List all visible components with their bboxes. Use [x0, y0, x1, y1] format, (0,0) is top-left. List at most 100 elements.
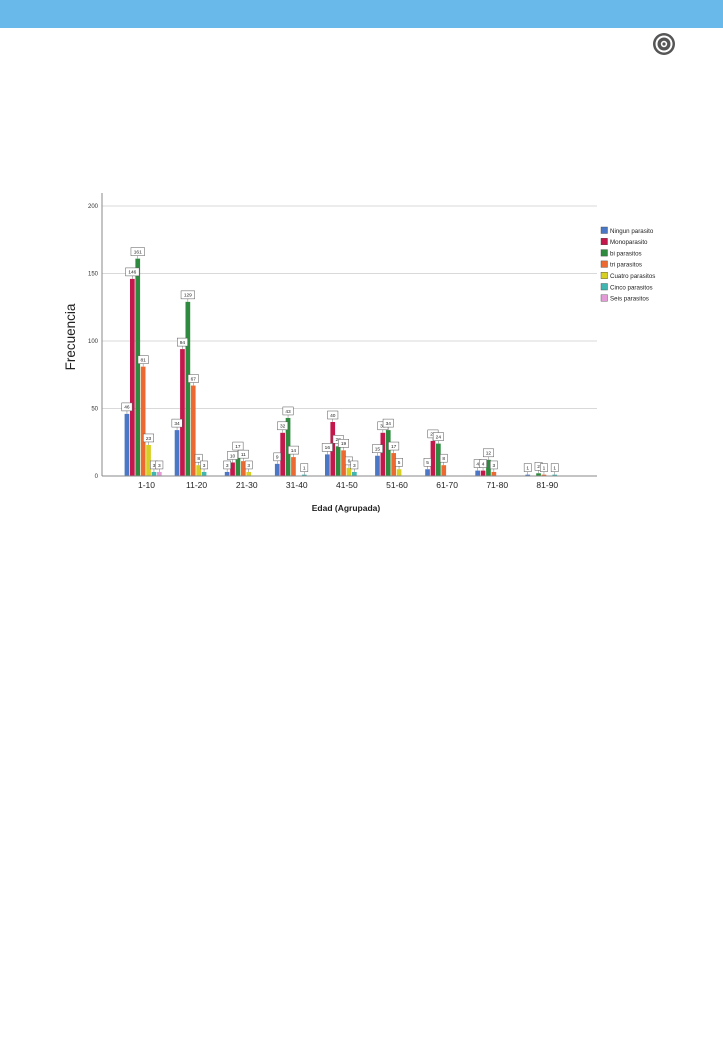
- bar: [552, 474, 558, 476]
- data-label: 43: [285, 409, 291, 415]
- data-label: 4: [482, 461, 485, 467]
- x-tick-label: 11-20: [186, 480, 207, 490]
- axes: 0 50 100 150 200 1-10 11-20 21-30 31-40 41-50 51-6…: [88, 193, 597, 490]
- bar: [157, 471, 162, 476]
- bar: [146, 444, 151, 476]
- bar: [291, 457, 296, 476]
- data-label-box: [382, 418, 394, 428]
- data-label: 14: [291, 448, 297, 454]
- legend-label: Cuatro parasitos: [610, 273, 655, 280]
- bar: [352, 471, 357, 476]
- bar: [486, 459, 491, 476]
- legend-swatch: [600, 294, 608, 302]
- data-label-box: [171, 418, 183, 428]
- data-label: 2: [537, 464, 540, 470]
- data-label-box: [350, 460, 359, 470]
- x-tick-label: 51-60: [386, 480, 408, 490]
- bar: [301, 474, 307, 476]
- y-tick-label: 100: [88, 339, 99, 345]
- data-label: 8: [197, 456, 200, 462]
- bar: [201, 471, 207, 476]
- top-banner: [0, 0, 723, 28]
- data-label: 34: [386, 421, 392, 427]
- data-label: 3: [353, 463, 356, 469]
- legend-label: Monoparasito: [610, 239, 648, 246]
- data-label-box: [237, 449, 249, 459]
- data-label: 161: [134, 249, 142, 255]
- data-label-box: [300, 463, 309, 472]
- journal-seal-icon: [653, 33, 675, 55]
- legend-swatch: [600, 272, 608, 279]
- data-label: 3: [153, 463, 156, 469]
- bar: [241, 461, 246, 476]
- data-label-box: [490, 460, 498, 470]
- bar: [224, 471, 230, 476]
- x-tick-label: 1-10: [138, 480, 155, 490]
- bar: [346, 467, 352, 476]
- data-label: 5: [426, 460, 429, 466]
- bar: [541, 474, 547, 476]
- data-label-box: [321, 443, 333, 452]
- bar: [140, 366, 146, 476]
- data-label-box: [550, 463, 559, 472]
- bar: [280, 432, 285, 476]
- data-label: 6: [348, 459, 351, 465]
- legend-swatch: [600, 283, 608, 291]
- data-label: 46: [124, 405, 130, 411]
- data-label-box: [423, 458, 432, 467]
- data-label-box: [439, 453, 448, 463]
- bar: [475, 470, 480, 476]
- data-label: 3: [493, 463, 496, 469]
- x-tick-label: 71-80: [486, 480, 508, 490]
- data-label-box: [227, 451, 239, 460]
- gridlines: [102, 205, 597, 409]
- data-label-box: [143, 433, 155, 443]
- bar: [230, 462, 235, 476]
- legend-label: tri parasitos: [610, 262, 642, 269]
- data-label: 15: [375, 447, 381, 453]
- legend-swatch: [600, 249, 608, 257]
- data-label: 3: [247, 463, 250, 469]
- bar: [180, 349, 185, 476]
- bar: [480, 470, 486, 476]
- data-label: 3: [158, 463, 161, 469]
- data-label-box: [180, 290, 195, 300]
- data-label-box: [200, 460, 208, 470]
- bar: [396, 469, 402, 476]
- legend-label: Seis parasitos: [610, 296, 649, 303]
- data-label-box: [277, 421, 289, 431]
- data-label: 1: [303, 465, 306, 471]
- data-label: 1: [543, 465, 546, 471]
- data-label-box: [187, 374, 199, 383]
- x-tick-label: 21-30: [236, 480, 258, 490]
- bar: [124, 413, 130, 476]
- bar: [130, 278, 135, 476]
- bar: [135, 258, 141, 476]
- bar: [491, 471, 497, 476]
- bar: [185, 301, 191, 476]
- data-label: 8: [442, 456, 445, 462]
- bar: [274, 463, 280, 476]
- data-label: 3: [226, 463, 229, 469]
- bar: [341, 450, 346, 476]
- bar: [325, 454, 330, 476]
- bar: [335, 446, 341, 476]
- data-label: 24: [436, 434, 442, 440]
- y-tick-label: 150: [88, 272, 99, 278]
- bar: [430, 440, 436, 476]
- data-label: 40: [330, 413, 336, 419]
- data-label: 19: [341, 441, 347, 447]
- data-label-box: [125, 267, 140, 277]
- bar: [525, 474, 531, 476]
- bars: [124, 258, 558, 476]
- bar: [246, 471, 252, 476]
- data-label-box: [540, 463, 548, 472]
- legend: Ningun parasito Monoparasito bi parasitos t…: [600, 226, 655, 303]
- legend-label: Cinco parasitos: [610, 284, 653, 291]
- data-label: 4: [476, 461, 479, 467]
- data-label-box: [137, 355, 149, 364]
- x-tick-label: 61-70: [436, 480, 458, 490]
- y-tick-label: 0: [95, 474, 99, 480]
- data-label: 81: [140, 357, 146, 363]
